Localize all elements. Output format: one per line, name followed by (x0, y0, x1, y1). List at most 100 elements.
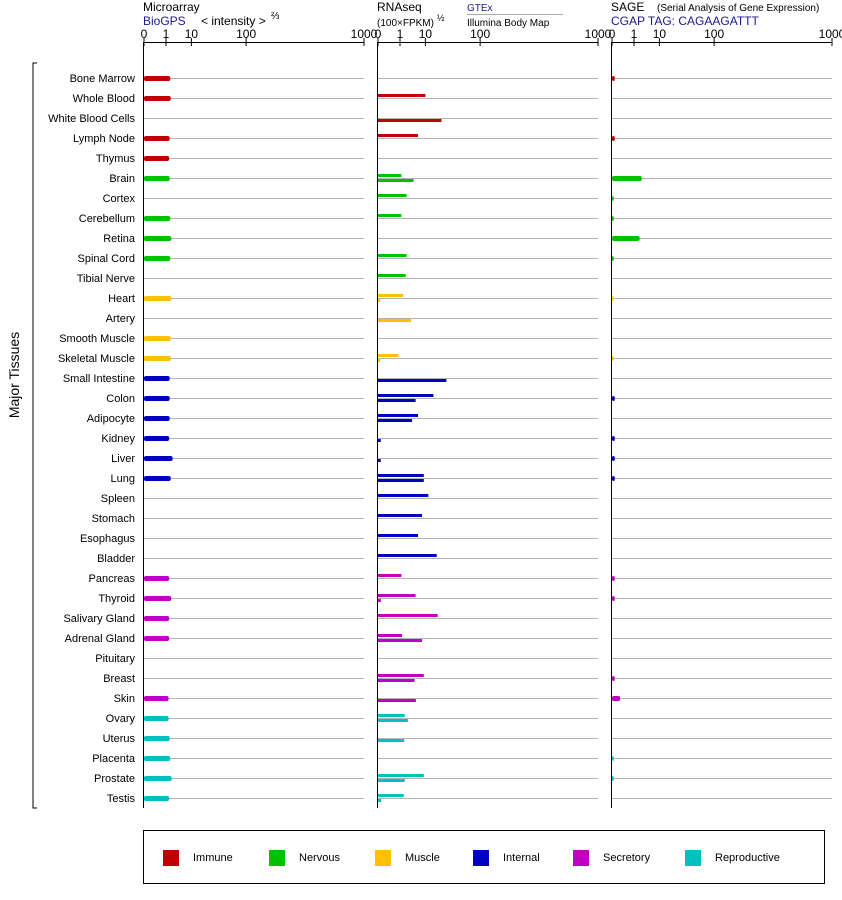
bar-microarray-ovary (144, 716, 169, 721)
bar-sage-breast (612, 676, 615, 681)
bar-illumina-body-map-liver (378, 459, 381, 462)
bar-microarray-small-intestine (144, 376, 170, 381)
tick-label: 1000 (585, 27, 612, 41)
y-axis-bracket (32, 62, 37, 809)
category-label-thymus: Thymus (96, 153, 136, 165)
bar-gtex-lung (378, 474, 424, 477)
category-label-lung: Lung (111, 473, 135, 485)
category-label-smooth-muscle: Smooth Muscle (59, 333, 135, 345)
bar-illumina-body-map-uterus (378, 739, 405, 742)
bar-gtex-spinal-cord (378, 254, 407, 257)
bar-gtex-cerebellum (378, 214, 402, 217)
tick-label: 1 (163, 27, 170, 41)
axes-layer: 011010010000110100100001101001000 (32, 27, 842, 809)
category-label-skin: Skin (114, 693, 135, 705)
bar-sage-prostate (612, 776, 614, 781)
bar-microarray-colon (144, 396, 170, 401)
tick-label: 1 (631, 27, 638, 41)
panel-exponent-rnaseq: ½ (437, 13, 445, 23)
legend-swatch-nervous (269, 850, 285, 866)
panel-title-rnaseq: RNAseq (377, 0, 422, 14)
bar-gtex-tibial-nerve (378, 274, 406, 277)
panel-subtitle-biogps: BioGPS (143, 14, 186, 28)
bar-microarray-pancreas (144, 576, 170, 581)
bar-illumina-body-map-skin (378, 699, 416, 702)
category-label-small-intestine: Small Intestine (63, 373, 135, 385)
tick-label: 0 (141, 27, 148, 41)
bar-microarray-whole-blood (144, 96, 171, 101)
legend-swatch-muscle (375, 850, 391, 866)
bar-illumina-body-map-testis (378, 799, 382, 802)
bar-gtex-stomach (378, 514, 422, 517)
bar-microarray-bone-marrow (144, 76, 171, 81)
bar-gtex-colon (378, 394, 434, 397)
bar-illumina-body-map-brain (378, 179, 414, 182)
legend-item-muscle: Muscle (375, 850, 440, 866)
category-label-testis: Testis (107, 793, 136, 805)
category-label-adrenal-gland: Adrenal Gland (65, 633, 135, 645)
bar-microarray-skeletal-muscle (144, 356, 171, 361)
bar-microarray-lung (144, 476, 171, 481)
bar-sage-colon (612, 396, 615, 401)
bar-illumina-body-map-colon (378, 399, 416, 402)
category-label-spleen: Spleen (101, 493, 135, 505)
category-label-adipocyte: Adipocyte (87, 413, 135, 425)
category-label-bone-marrow: Bone Marrow (70, 73, 135, 85)
bar-gtex-lymph-node (378, 134, 418, 137)
panel-exponent-microarray: ⅔ (271, 11, 280, 22)
rnaseq-source-illumina: Illumina Body Map (467, 18, 550, 29)
category-label-pituitary: Pituitary (95, 653, 135, 665)
bar-illumina-body-map-kidney (378, 439, 381, 442)
tick-label: 0 (609, 27, 616, 41)
category-label-uterus: Uterus (103, 733, 136, 745)
bar-gtex-adrenal-gland (378, 634, 403, 637)
bar-microarray-adrenal-gland (144, 636, 170, 641)
tick-label: 10 (185, 27, 199, 41)
tick-label: 0 (375, 27, 382, 41)
category-labels: Bone Marrow Whole Blood White Blood Cells L… (48, 73, 136, 805)
bar-gtex-cortex (378, 194, 407, 197)
bar-microarray-cerebellum (144, 216, 171, 221)
category-label-tibial-nerve: Tibial Nerve (77, 273, 135, 285)
bar-sage-lung (612, 476, 615, 481)
legend-swatch-internal (473, 850, 489, 866)
bar-illumina-body-map-small-intestine (378, 379, 447, 382)
bar-microarray-brain (144, 176, 170, 181)
bar-gtex-thyroid (378, 594, 416, 597)
bar-microarray-heart (144, 296, 172, 301)
bar-microarray-thymus (144, 156, 170, 161)
bar-illumina-body-map-thyroid (378, 599, 381, 602)
bar-microarray-lymph-node (144, 136, 170, 141)
bar-sage-lymph-node (612, 136, 615, 141)
panel-title-note-sage: (Serial Analysis of Gene Expression) (657, 3, 819, 14)
bar-illumina-body-map-white-blood-cells (378, 119, 442, 122)
bar-gtex-ovary (378, 714, 405, 717)
category-label-artery: Artery (106, 313, 136, 325)
category-label-thyroid: Thyroid (98, 593, 135, 605)
bar-gtex-breast (378, 674, 424, 677)
panel-subtitle-fpkm: (100×FPKM) (377, 18, 434, 29)
bar-illumina-body-map-artery (378, 319, 412, 322)
bar-illumina-body-map-adipocyte (378, 419, 413, 422)
bar-gtex-spleen (378, 494, 429, 497)
tick-label: 10 (419, 27, 433, 41)
bar-sage-cerebellum (612, 216, 614, 221)
category-label-ovary: Ovary (106, 713, 136, 725)
legend-label-reproductive: Reproductive (715, 852, 780, 864)
legend-swatch-immune (163, 850, 179, 866)
bar-gtex-bladder (378, 554, 437, 557)
category-label-white-blood-cells: White Blood Cells (48, 113, 135, 125)
legend-label-secretory: Secretory (603, 852, 651, 864)
category-label-heart: Heart (108, 293, 135, 305)
tick-label: 100 (470, 27, 490, 41)
bar-gtex-brain (378, 174, 402, 177)
bar-gtex-skeletal-muscle (378, 354, 399, 357)
bar-microarray-liver (144, 456, 173, 461)
category-label-kidney: Kidney (101, 433, 135, 445)
category-label-breast: Breast (103, 673, 135, 685)
bar-microarray-adipocyte (144, 416, 170, 421)
bar-gtex-adipocyte (378, 414, 418, 417)
tick-label: 100 (704, 27, 724, 41)
bar-microarray-placenta (144, 756, 171, 761)
